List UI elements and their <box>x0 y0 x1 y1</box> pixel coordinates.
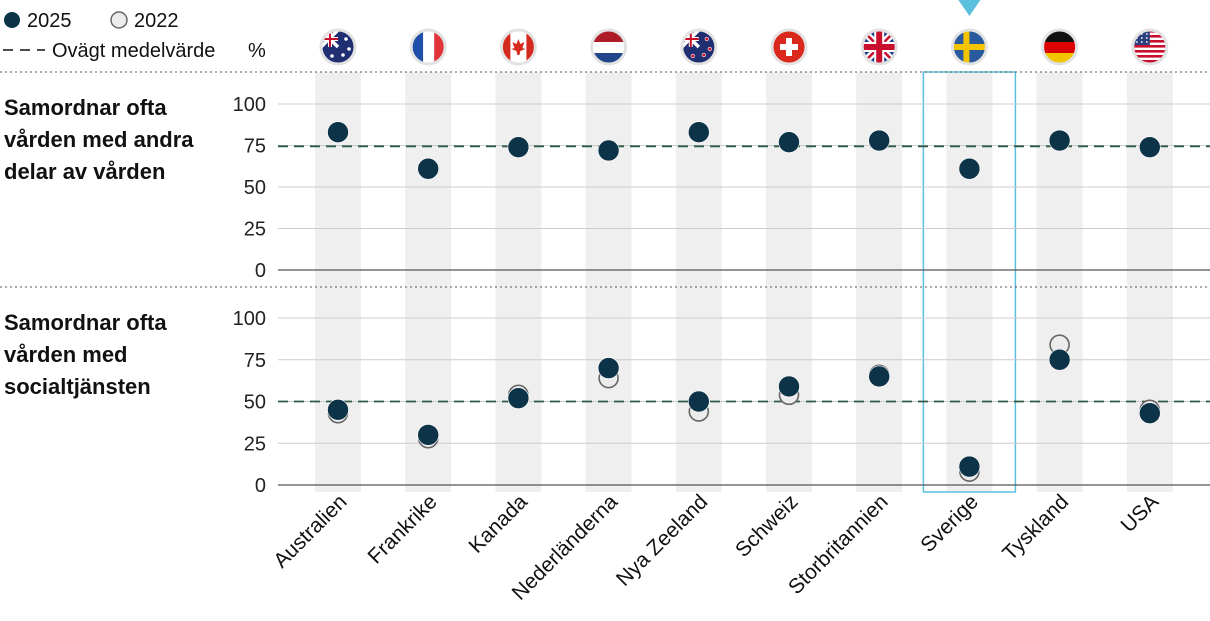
category-label-kanada: Kanada <box>464 490 532 558</box>
point-2025-kanada <box>507 387 530 409</box>
point-2025-nederlanderna <box>597 357 620 379</box>
point-2025-tyskland <box>1048 129 1071 152</box>
highlight-box <box>922 71 1017 493</box>
highlight-column <box>922 0 1017 493</box>
flag-sweden-icon <box>950 28 988 66</box>
y-tick-label: 0 <box>255 260 266 282</box>
legend-label-average: Ovägt medelvärde <box>52 40 215 62</box>
flag-row <box>319 28 1169 66</box>
point-2025-frankrike <box>417 424 440 446</box>
category-labels: Australien Frankrike KanadaNederländernaNy… <box>269 490 1163 605</box>
point-2025-australien <box>327 399 349 421</box>
flag-uk-icon <box>860 28 898 66</box>
category-label-frankrike: Frankrike <box>364 490 442 568</box>
column-band-frankrike <box>405 72 452 492</box>
point-2025-storbritannien <box>868 365 891 388</box>
point-2025-sverige <box>958 455 981 478</box>
y-tick-label: 100 <box>233 94 266 116</box>
flag-netherlands-icon <box>590 28 628 66</box>
flag-switzerland-icon <box>770 28 808 66</box>
legend-label-2022: 2022 <box>134 10 179 32</box>
flag-usa-icon <box>1131 28 1169 66</box>
legend-marker-2022 <box>110 11 128 29</box>
point-2025-nya-zeeland <box>687 390 710 413</box>
y-tick-label: 25 <box>244 433 266 455</box>
flag-australia-icon <box>319 28 357 66</box>
column-bands <box>315 72 1173 492</box>
point-2025-australien <box>327 121 349 144</box>
panel-title-1: Samordnar ofta vården med andra delar av… <box>4 95 194 184</box>
panel-title-2: Samordnar ofta vården med socialtjänsten <box>4 310 167 399</box>
column-band-kanada <box>495 72 542 492</box>
legend-unit: % <box>248 40 266 62</box>
category-label-nya-zeeland: Nya Zeeland <box>612 490 712 590</box>
point-2025-tyskland <box>1048 348 1071 371</box>
flag-canada-icon <box>499 28 537 66</box>
flag-new-zealand-icon <box>680 28 718 66</box>
legend: 2025 2022 Ovägt medelvärde % <box>3 10 266 62</box>
legend-marker-2025 <box>4 12 20 28</box>
category-label-sverige: Sverige <box>916 490 983 557</box>
flag-france-icon <box>409 28 447 66</box>
panel-1: 0 25 50 75 100 <box>0 71 1210 282</box>
point-2025-kanada <box>507 136 530 158</box>
point-2025-storbritannien <box>868 129 891 152</box>
y-tick-label: 25 <box>244 219 266 241</box>
point-2025-sverige <box>958 157 981 180</box>
y-tick-label: 50 <box>244 177 266 199</box>
y-tick-label: 0 <box>255 475 266 497</box>
y-tick-label: 75 <box>244 350 266 372</box>
point-2025-schweiz <box>778 375 800 398</box>
category-label-usa: USA <box>1117 490 1164 537</box>
category-label-tyskland: Tyskland <box>998 490 1073 565</box>
point-2025-usa <box>1139 136 1161 158</box>
column-band-nederlanderna <box>585 72 632 492</box>
point-2025-nederlanderna <box>597 139 620 162</box>
flag-germany-icon <box>1041 28 1079 66</box>
point-2025-usa <box>1139 402 1161 424</box>
y-tick-label: 100 <box>233 308 266 330</box>
column-band-usa <box>1126 72 1173 492</box>
point-2025-nya-zeeland <box>687 121 710 144</box>
panels: 0 25 50 75 100 0 25 50 75 100 <box>0 71 1210 497</box>
point-2025-frankrike <box>417 157 440 180</box>
legend-label-2025: 2025 <box>27 10 72 32</box>
category-label-australien: Australien <box>269 490 351 572</box>
y-tick-label: 50 <box>244 392 266 414</box>
panel-2: 0 25 50 75 100 <box>0 286 1210 497</box>
y-tick-label: 75 <box>244 136 266 158</box>
point-2025-schweiz <box>778 131 800 153</box>
category-label-schweiz: Schweiz <box>731 490 803 562</box>
highlight-marker-icon <box>958 0 981 16</box>
column-band-sverige <box>946 72 993 492</box>
